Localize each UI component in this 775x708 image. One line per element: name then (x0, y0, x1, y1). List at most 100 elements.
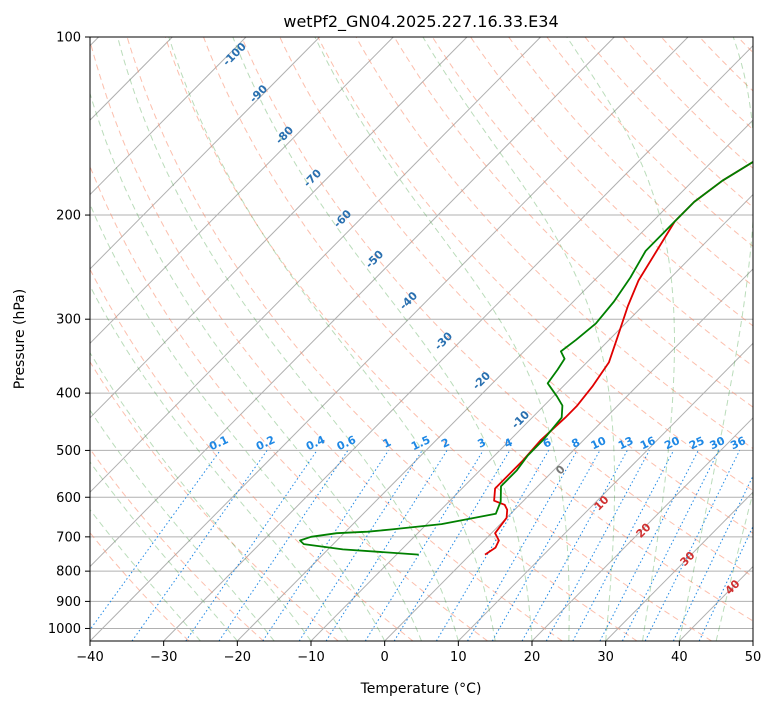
isotherm-line (310, 193, 753, 641)
y-tick-label: 700 (56, 530, 81, 545)
dry-adiabat (90, 165, 488, 641)
x-tick-label: 10 (450, 650, 467, 665)
mixing-ratio-line (672, 474, 753, 641)
mixing-ratio-label: 16 (638, 434, 658, 452)
potential-temperature-label: -50 (363, 248, 386, 271)
potential-temperature-label: -10 (509, 408, 532, 431)
dry-adiabat (470, 37, 753, 327)
potential-temperature-label: -80 (273, 123, 296, 146)
x-tick-label: −30 (150, 650, 177, 665)
mixing-ratio-line (467, 450, 578, 641)
potential-temperature-label: -40 (397, 289, 420, 312)
isotherm-line (384, 268, 753, 641)
x-tick-label: 50 (745, 650, 762, 665)
moist-adiabat (90, 461, 238, 641)
y-tick-label: 500 (56, 444, 81, 459)
y-tick-label: 200 (56, 209, 81, 224)
isotherm-line (90, 37, 541, 493)
mixing-ratio-line (364, 450, 484, 641)
dry-adiabat (241, 37, 753, 578)
isotherm-line (163, 44, 753, 641)
moist-adiabat (678, 37, 753, 641)
mixing-ratio-line (572, 450, 675, 641)
moist-adiabat (232, 37, 533, 641)
series-layer (299, 160, 753, 556)
y-tick-label: 1000 (48, 622, 81, 637)
x-tick-label: 40 (671, 650, 688, 665)
isotherm-line (605, 491, 753, 641)
potential-temperature-label: -90 (247, 82, 270, 105)
isotherm-line (752, 640, 753, 641)
moist-adiabat (715, 490, 753, 641)
x-tick-label: −10 (297, 650, 324, 665)
mixing-ratio-label: 4 (502, 436, 515, 451)
x-tick-label: −40 (76, 650, 103, 665)
wet-bulb-label: 10 (592, 493, 612, 513)
dry-adiabat (584, 37, 753, 208)
grid-layer (90, 37, 753, 641)
mixing-ratio-line (644, 450, 741, 641)
isotherm-line (457, 342, 753, 641)
moist-adiabat (90, 91, 422, 641)
mixing-ratio-line (545, 450, 650, 641)
dewpoint-profile (299, 160, 753, 556)
dry-adiabat (431, 37, 753, 367)
moist-adiabat (90, 409, 275, 641)
moist-adiabat (90, 351, 312, 641)
mixing-ratio-line (185, 450, 318, 641)
y-tick-label: 600 (56, 491, 81, 506)
mixing-ratio-line (131, 450, 268, 641)
mixing-ratio-label: 30 (708, 434, 728, 452)
y-axis-label: Pressure (hPa) (12, 289, 28, 389)
mixing-ratio-line (298, 450, 423, 641)
dry-adiabat (393, 37, 753, 408)
annotation-layer: 0.1 0.2 0.4 0.6 1 1.5 2 3 4 6 8 10 13 16 20 25 30 36-100-… (207, 40, 748, 598)
dry-adiabat (699, 37, 753, 92)
temperature-profile (484, 160, 753, 556)
dry-adiabat (279, 37, 753, 534)
isotherm-line (90, 37, 689, 641)
mixing-ratio-line (393, 450, 511, 641)
dry-adiabat (737, 37, 753, 54)
isotherm-line (90, 37, 615, 568)
mixing-ratio-line (521, 450, 628, 641)
isotherm-line (531, 417, 753, 641)
mixing-ratio-label: 13 (616, 434, 635, 452)
y-tick-label: 300 (56, 313, 81, 328)
y-tick-label: 100 (56, 31, 81, 46)
dry-adiabat (90, 268, 414, 641)
mixing-ratio-label: 20 (662, 434, 682, 452)
isotherm-line (90, 37, 394, 345)
moist-adiabat (117, 37, 459, 641)
moist-adiabat (566, 37, 675, 641)
dry-adiabat (546, 37, 753, 248)
isotherm-line (90, 37, 247, 196)
x-tick-label: 0 (381, 650, 389, 665)
dry-adiabat (660, 37, 753, 131)
potential-temperature-label: -60 (331, 207, 354, 230)
x-axis-label: Temperature (°C) (360, 681, 482, 697)
mixing-ratio-label: 2 (439, 436, 451, 451)
isotherm-line (236, 119, 753, 641)
mixing-ratio-line (90, 450, 221, 631)
moist-adiabat (168, 37, 496, 641)
isotherm-line (90, 37, 320, 270)
mixing-ratio-label: 10 (589, 434, 609, 452)
plot-frame (89, 36, 754, 642)
mixing-ratio-line (435, 450, 550, 641)
dry-adiabat (90, 448, 264, 641)
mixing-ratio-label: 6 (541, 436, 554, 451)
x-tick-label: −20 (224, 650, 251, 665)
moist-adiabat (314, 37, 570, 641)
dry-adiabat (203, 37, 753, 622)
isotherm-line (678, 565, 753, 641)
isotherm-line (90, 37, 468, 419)
dry-adiabat (508, 37, 753, 287)
mixing-ratio-line (698, 525, 753, 641)
dry-adiabat (164, 37, 712, 641)
y-tick-label: 800 (56, 565, 81, 580)
mixing-ratio-label: 36 (728, 434, 748, 452)
chart-title: wetPf2_GN04.2025.227.16.33.E34 (283, 12, 558, 32)
dry-adiabat (317, 37, 753, 492)
